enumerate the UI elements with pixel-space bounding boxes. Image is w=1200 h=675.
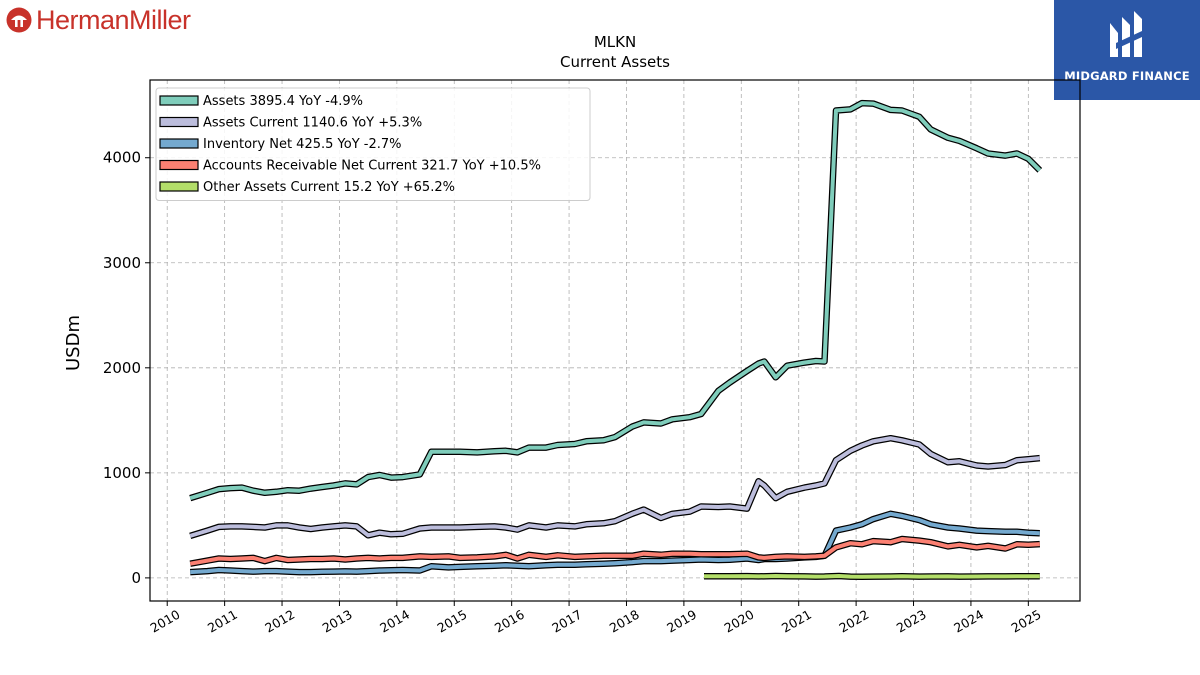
series-stroke — [189, 101, 1042, 501]
x-tick-label: 2020 — [722, 607, 757, 636]
legend-label: Accounts Receivable Net Current 321.7 Yo… — [203, 159, 541, 174]
series-stroke — [704, 574, 1040, 579]
chart-title: MLKN — [594, 33, 636, 51]
x-tick-label: 2010 — [147, 607, 182, 636]
herman-miller-logo-icon — [6, 7, 32, 33]
legend-label: Assets 3895.4 YoY -4.9% — [203, 94, 363, 109]
y-tick-label: 0 — [131, 569, 141, 587]
x-tick-label: 2022 — [836, 607, 871, 636]
series-line-3 — [190, 510, 1040, 576]
x-tick-label: 2014 — [377, 607, 412, 636]
legend-box — [155, 87, 591, 201]
brand-name: HermanMiller — [36, 4, 191, 35]
plot-frame — [149, 79, 1081, 602]
x-tick-label: 2015 — [434, 607, 469, 636]
legend-item-4: Accounts Receivable Net Current 321.7 Yo… — [159, 159, 541, 174]
series-stroke — [189, 436, 1040, 538]
legend: Assets 3895.4 YoY -4.9% Assets Current 11… — [155, 87, 591, 201]
series-lines — [189, 99, 1043, 580]
x-tick-label: 2021 — [779, 607, 814, 636]
y-tick-label: 3000 — [103, 254, 141, 272]
legend-item-2: Assets Current 1140.6 YoY +5.3% — [159, 116, 422, 131]
y-tick-label: 1000 — [103, 464, 141, 482]
legend-swatch — [159, 181, 199, 192]
legend-label: Assets Current 1140.6 YoY +5.3% — [203, 116, 422, 131]
legend-item-3: Inventory Net 425.5 YoY -2.7% — [159, 137, 402, 152]
partner-name: MIDGARD FINANCE — [1064, 69, 1190, 83]
x-tick-label: 2018 — [607, 607, 642, 636]
legend-swatch — [159, 138, 199, 149]
legend-label: Inventory Net 425.5 YoY -2.7% — [203, 137, 402, 152]
x-tick-label: 2016 — [492, 607, 527, 636]
x-tick-label: 2023 — [894, 607, 929, 636]
y-tick-label: 4000 — [103, 149, 141, 167]
legend-item-5: Other Assets Current 15.2 YoY +65.2% — [159, 180, 455, 195]
x-tick-label: 2017 — [549, 607, 584, 636]
series-stroke — [189, 537, 1040, 566]
series-line-5 — [704, 572, 1040, 580]
midgard-finance-logo: MIDGARD FINANCE — [1054, 0, 1200, 100]
series-stroke — [190, 511, 1040, 575]
x-tick-label: 2025 — [1009, 607, 1044, 636]
series-line-4 — [189, 535, 1040, 567]
x-tick-label: 2013 — [320, 607, 355, 636]
x-tick-label: 2019 — [664, 607, 699, 636]
legend-label: Other Assets Current 15.2 YoY +65.2% — [203, 180, 455, 195]
series-line-1 — [189, 99, 1043, 502]
x-tick-label: 2012 — [262, 607, 297, 636]
series-line-2 — [189, 434, 1041, 540]
legend-item-1: Assets 3895.4 YoY -4.9% — [159, 94, 363, 109]
y-tick-label: 2000 — [103, 359, 141, 377]
x-tick-label: 2011 — [205, 607, 240, 636]
x-tick-label: 2024 — [951, 607, 986, 636]
legend-swatch — [159, 116, 199, 128]
legend-swatch — [159, 95, 199, 106]
chart-subtitle: Current Assets — [560, 53, 670, 71]
legend-swatch — [159, 159, 199, 171]
midgard-logo-icon — [1110, 11, 1142, 57]
y-axis-label: USDm — [63, 315, 84, 371]
herman-miller-logo: HermanMiller — [6, 2, 191, 38]
